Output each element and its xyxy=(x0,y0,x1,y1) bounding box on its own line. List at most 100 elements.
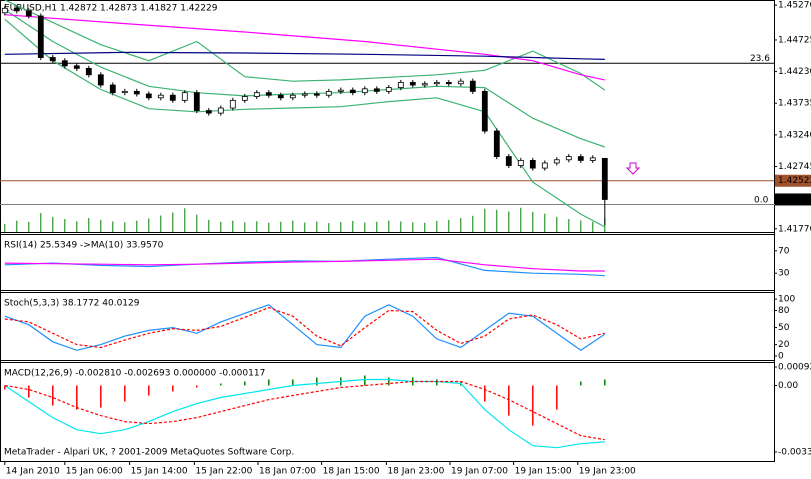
y-tick-label: 1.43240 xyxy=(778,130,811,140)
candle-body xyxy=(541,162,548,169)
candle-body xyxy=(409,82,416,86)
y-tick-label: 1.42745 xyxy=(778,162,811,172)
candle-body xyxy=(529,160,536,169)
indicator-line xyxy=(4,14,605,81)
footer: MetaTrader - Alpari UK, ? 2001-2009 Meta… xyxy=(4,448,294,458)
candle-body xyxy=(181,92,188,101)
volume-label: 0.0 xyxy=(754,196,769,206)
candle-body xyxy=(325,90,332,96)
candle-body xyxy=(337,89,344,92)
candle-body xyxy=(61,60,68,67)
candle-body xyxy=(469,80,476,92)
candle-body xyxy=(553,159,560,164)
candle-body xyxy=(73,65,80,69)
y-tick-label: 1.44230 xyxy=(778,67,811,77)
candle-body xyxy=(445,82,452,85)
y-tick-label: 80 xyxy=(778,306,790,316)
candle-body xyxy=(133,90,140,95)
candle-body xyxy=(13,7,20,12)
frame xyxy=(0,0,775,462)
candle-body xyxy=(457,80,464,85)
x-tick-label: 14 Jan 2010 xyxy=(6,467,60,477)
y-tick-label: -0.00331 xyxy=(778,447,811,457)
x-tick-label: 19 Jan 23:00 xyxy=(579,467,636,477)
x-tick-label: 19 Jan 07:00 xyxy=(451,467,508,477)
indicator-line xyxy=(4,258,605,272)
candle-body xyxy=(253,92,260,97)
x-tick-label: 18 Jan 15:00 xyxy=(323,467,380,477)
indicator-line xyxy=(4,380,605,441)
candle-body xyxy=(49,57,56,62)
y-tick-label: 70 xyxy=(778,246,790,256)
y-tick-label: 30 xyxy=(778,269,790,279)
candle-body xyxy=(157,94,164,99)
candle-body xyxy=(601,157,608,200)
macd-title: MACD(12,26,9) -0.002810 -0.002693 0.0000… xyxy=(4,369,265,379)
candle-body xyxy=(301,93,308,96)
candle-body xyxy=(37,15,44,58)
candle-body xyxy=(85,67,92,76)
y-tick-label: 1.43735 xyxy=(778,99,811,109)
candle-body xyxy=(481,90,488,132)
candle-body xyxy=(277,94,284,99)
candle-body xyxy=(25,10,32,17)
candle-body xyxy=(229,99,236,109)
candle-body xyxy=(589,157,596,161)
level-label: 23.6 xyxy=(750,54,770,64)
current-price-label: 1.42229 xyxy=(778,195,811,205)
candle-body xyxy=(349,89,356,94)
y-tick-label: 0.000921 xyxy=(778,363,811,373)
candle-body xyxy=(313,93,320,96)
y-tick-label: 100 xyxy=(778,295,795,305)
x-tick-label: 19 Jan 15:00 xyxy=(515,467,572,477)
x-tick-label: 18 Jan 23:00 xyxy=(387,467,444,477)
candle-body xyxy=(361,88,368,94)
y-tick-label: 0 xyxy=(778,352,784,362)
rsi-title: RSI(14) 25.5349 ->MA(10) 33.9570 xyxy=(4,241,164,251)
y-tick-label: 1.41770 xyxy=(778,224,811,234)
candle-body xyxy=(1,7,8,14)
x-tick-label: 15 Jan 06:00 xyxy=(66,467,123,477)
plot-frame xyxy=(0,0,775,462)
candle-body xyxy=(241,96,248,101)
y-tick-label: 1.44725 xyxy=(778,35,811,45)
candle-body xyxy=(505,156,512,166)
candle-body xyxy=(205,110,212,114)
x-tick-label: 18 Jan 07:00 xyxy=(259,467,316,477)
x-tick-label: 15 Jan 22:00 xyxy=(195,467,252,477)
y-tick-label: 1.45270 xyxy=(778,1,811,11)
indicator-line xyxy=(4,0,606,91)
candle-body xyxy=(217,107,224,114)
candle-body xyxy=(109,84,116,94)
x-tick-label: 15 Jan 14:00 xyxy=(131,467,188,477)
candle-body xyxy=(145,93,152,99)
price-box xyxy=(775,174,811,187)
sell-arrow xyxy=(625,162,641,175)
price-box-label: 1.42522 xyxy=(778,176,811,186)
stoch-title: Stoch(5,3,3) 38.1772 40.0129 xyxy=(4,299,140,309)
candle-body xyxy=(433,82,440,85)
candle-body xyxy=(421,83,428,86)
indicator-line xyxy=(4,304,606,352)
y-tick-label: 20 xyxy=(778,340,790,350)
candle-body xyxy=(493,130,500,157)
candle-body xyxy=(373,88,380,92)
candle-body xyxy=(577,156,584,161)
candle-body xyxy=(517,160,524,166)
candle-body xyxy=(385,87,392,92)
indicator-line xyxy=(4,378,605,449)
candle-body xyxy=(97,74,104,86)
candle-body xyxy=(193,92,200,111)
candle-body xyxy=(565,156,572,161)
candle-body xyxy=(169,94,176,101)
chart-title: EURUSD,H1 1.42872 1.42873 1.41827 1.4222… xyxy=(4,4,218,14)
candle-body xyxy=(289,94,296,99)
candle-body xyxy=(265,92,272,96)
price-box xyxy=(775,193,811,206)
y-tick-label: 50 xyxy=(778,323,790,333)
indicator-line xyxy=(4,18,606,228)
candle-body xyxy=(397,82,404,88)
